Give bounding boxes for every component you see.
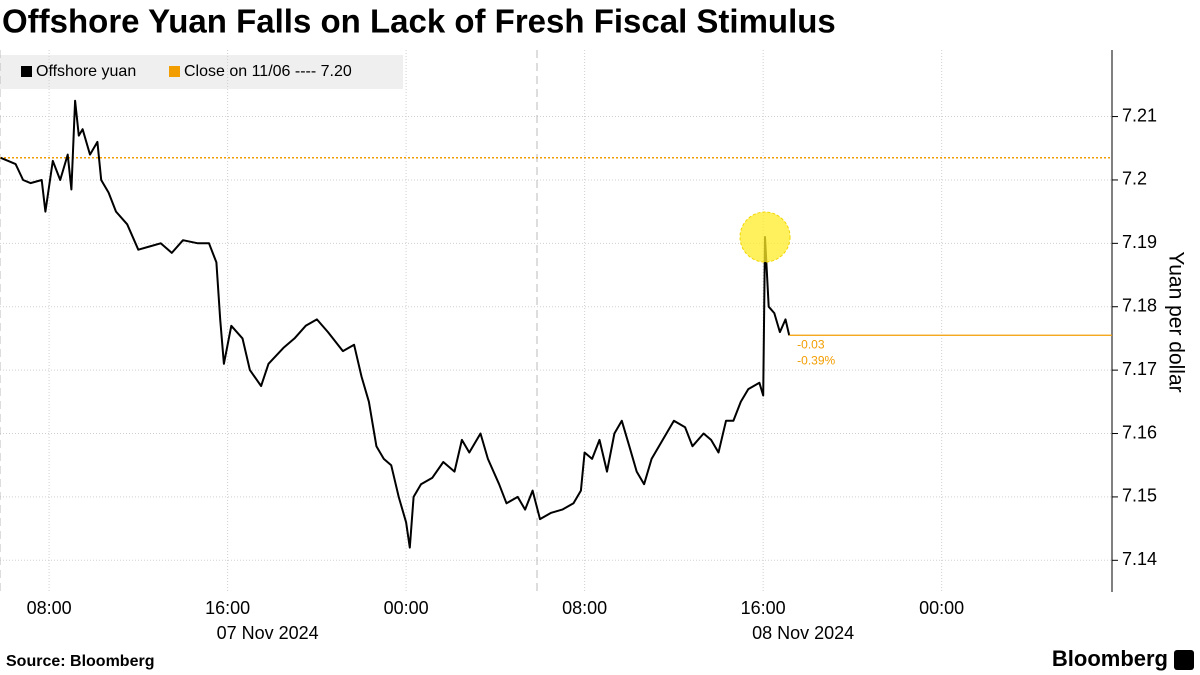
source: Source: Bloomberg	[6, 653, 154, 670]
x-tick-label: 16:00	[741, 598, 786, 618]
brand: Bloomberg	[1052, 646, 1168, 671]
annotation: -0.03	[797, 337, 825, 351]
legend-label: Offshore yuan	[36, 63, 136, 80]
y-tick-label: 7.21	[1122, 105, 1157, 125]
legend-swatch	[169, 66, 180, 77]
y-axis-label: Yuan per dollar	[1164, 251, 1187, 392]
x-tick-label: 08:00	[27, 598, 72, 618]
y-tick-label: 7.14	[1122, 549, 1157, 569]
x-tick-label: 16:00	[205, 598, 250, 618]
y-tick-label: 7.16	[1122, 422, 1157, 442]
legend-box	[0, 55, 403, 89]
y-tick-label: 7.17	[1122, 359, 1157, 379]
chart-title: Offshore Yuan Falls on Lack of Fresh Fis…	[2, 3, 836, 40]
x-date-label: 07 Nov 2024	[217, 623, 319, 643]
x-tick-label: 08:00	[562, 598, 607, 618]
annotation: -0.39%	[797, 353, 835, 367]
x-tick-label: 00:00	[384, 598, 429, 618]
highlight	[739, 211, 791, 263]
y-tick-label: 7.18	[1122, 295, 1157, 315]
y-tick-label: 7.2	[1122, 169, 1147, 189]
y-tick-label: 7.15	[1122, 486, 1157, 506]
legend-swatch	[21, 66, 32, 77]
legend-label: Close on 11/06 ---- 7.20	[184, 63, 352, 80]
x-tick-label: 00:00	[919, 598, 964, 618]
x-date-label: 08 Nov 2024	[752, 623, 854, 643]
brand-icon	[1174, 650, 1194, 670]
y-tick-label: 7.19	[1122, 232, 1157, 252]
line	[0, 99, 791, 549]
